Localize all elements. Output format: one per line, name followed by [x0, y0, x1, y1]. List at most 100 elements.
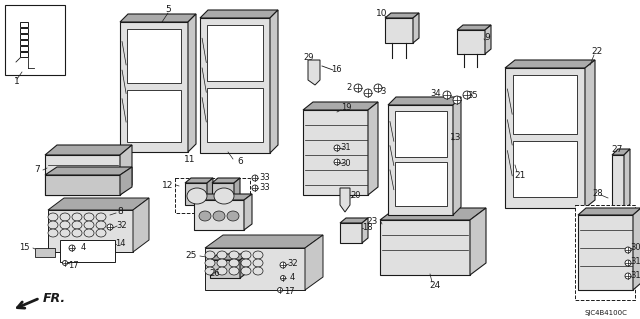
Polygon shape: [453, 97, 461, 215]
Polygon shape: [388, 97, 461, 105]
Polygon shape: [240, 254, 248, 278]
Polygon shape: [633, 208, 640, 290]
Bar: [5, 5, 65, 75]
Polygon shape: [394, 162, 447, 206]
Text: 31: 31: [340, 144, 351, 152]
Polygon shape: [120, 14, 196, 22]
Text: 29: 29: [304, 53, 314, 62]
Ellipse shape: [229, 251, 239, 259]
Text: 3: 3: [380, 86, 386, 95]
Text: SJC4B4100C: SJC4B4100C: [584, 310, 627, 316]
Text: 13: 13: [451, 132, 461, 142]
Polygon shape: [457, 25, 491, 30]
Ellipse shape: [625, 247, 631, 253]
Text: 35: 35: [468, 92, 478, 100]
Ellipse shape: [280, 262, 286, 268]
Text: 2: 2: [347, 84, 352, 93]
Polygon shape: [470, 208, 486, 275]
Text: 21: 21: [515, 170, 525, 180]
Polygon shape: [48, 198, 149, 210]
Ellipse shape: [364, 89, 372, 97]
Ellipse shape: [63, 261, 67, 265]
Text: 4: 4: [289, 272, 294, 281]
Polygon shape: [368, 102, 378, 195]
Polygon shape: [270, 10, 278, 153]
Ellipse shape: [48, 213, 58, 221]
Polygon shape: [35, 248, 55, 257]
Polygon shape: [380, 220, 470, 275]
Polygon shape: [340, 188, 350, 212]
Polygon shape: [194, 200, 244, 230]
Text: 19: 19: [340, 103, 351, 113]
Polygon shape: [612, 149, 630, 155]
Text: 9: 9: [484, 33, 490, 42]
Polygon shape: [194, 194, 252, 200]
Ellipse shape: [48, 229, 58, 237]
Ellipse shape: [252, 175, 258, 181]
Ellipse shape: [217, 259, 227, 267]
Polygon shape: [303, 110, 368, 195]
Ellipse shape: [84, 213, 94, 221]
Text: 17: 17: [284, 286, 294, 295]
Ellipse shape: [60, 213, 70, 221]
Ellipse shape: [229, 267, 239, 275]
Ellipse shape: [463, 91, 471, 99]
Polygon shape: [185, 183, 207, 205]
Polygon shape: [385, 13, 419, 18]
Polygon shape: [505, 68, 585, 208]
Polygon shape: [210, 254, 248, 260]
Text: 26: 26: [210, 269, 220, 278]
Polygon shape: [185, 178, 213, 183]
Polygon shape: [362, 218, 368, 243]
Text: 30: 30: [340, 159, 351, 167]
Polygon shape: [207, 88, 263, 142]
Bar: [60, 240, 115, 262]
Ellipse shape: [453, 96, 461, 104]
Polygon shape: [505, 60, 595, 68]
Ellipse shape: [278, 287, 282, 293]
Polygon shape: [457, 30, 485, 54]
Text: 17: 17: [68, 261, 78, 270]
Text: 4: 4: [81, 242, 86, 251]
Ellipse shape: [187, 188, 207, 204]
Polygon shape: [127, 28, 181, 83]
Ellipse shape: [214, 188, 234, 204]
Polygon shape: [394, 110, 447, 157]
Ellipse shape: [69, 245, 75, 251]
Text: 25: 25: [186, 250, 197, 259]
Text: 20: 20: [351, 190, 361, 199]
Polygon shape: [303, 102, 378, 110]
Ellipse shape: [107, 224, 113, 230]
Polygon shape: [340, 223, 362, 243]
Text: 11: 11: [184, 155, 196, 165]
Polygon shape: [205, 235, 323, 248]
Polygon shape: [48, 210, 133, 252]
Text: 6: 6: [237, 158, 243, 167]
Ellipse shape: [217, 251, 227, 259]
Text: 14: 14: [115, 240, 125, 249]
Polygon shape: [120, 145, 132, 195]
Text: 18: 18: [362, 224, 372, 233]
Polygon shape: [210, 260, 240, 278]
Ellipse shape: [72, 229, 82, 237]
Ellipse shape: [252, 185, 258, 191]
Ellipse shape: [443, 91, 451, 99]
Ellipse shape: [253, 259, 263, 267]
Ellipse shape: [334, 145, 340, 151]
Polygon shape: [207, 25, 263, 81]
Polygon shape: [205, 248, 305, 290]
Polygon shape: [45, 155, 120, 195]
Ellipse shape: [241, 267, 251, 275]
Polygon shape: [340, 218, 368, 223]
Polygon shape: [188, 14, 196, 152]
Ellipse shape: [625, 273, 631, 279]
Ellipse shape: [72, 213, 82, 221]
Polygon shape: [200, 18, 270, 153]
Ellipse shape: [205, 251, 215, 259]
Text: 16: 16: [331, 65, 341, 75]
Polygon shape: [624, 149, 630, 210]
Ellipse shape: [96, 221, 106, 229]
Ellipse shape: [253, 251, 263, 259]
Polygon shape: [45, 175, 120, 195]
Polygon shape: [200, 10, 278, 18]
